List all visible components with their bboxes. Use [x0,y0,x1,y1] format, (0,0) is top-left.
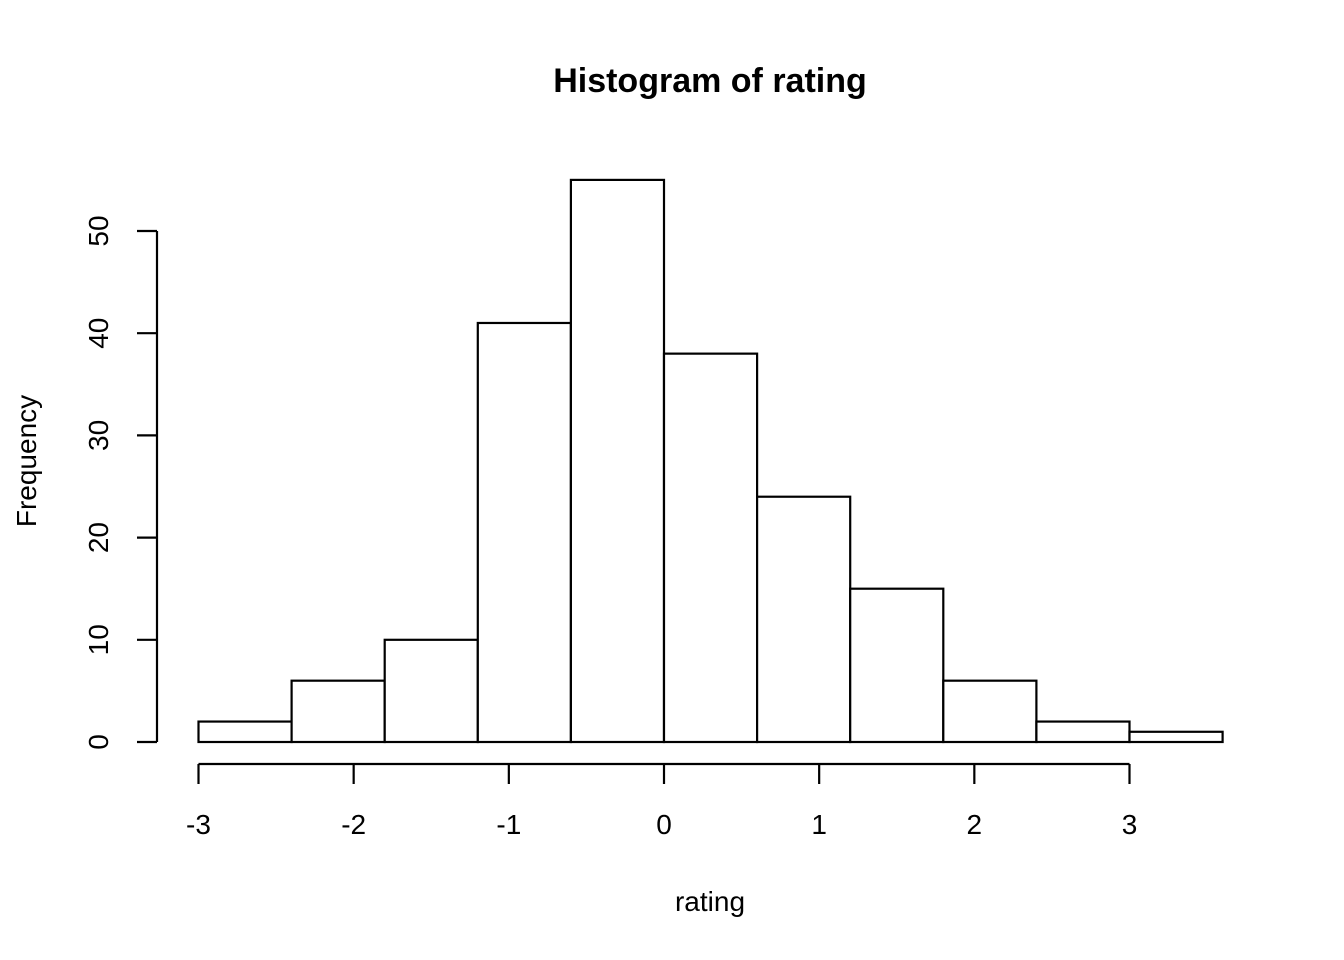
x-tick-label: 1 [811,809,827,840]
chart-title: Histogram of rating [553,62,867,100]
x-tick-label: 2 [967,809,983,840]
histogram-bar [1128,730,1224,744]
y-tick-label: 10 [83,624,114,655]
x-axis: -3 -2 -1 0 1 2 3 [186,762,1138,840]
histogram-bar [197,720,293,744]
x-tick-label: 0 [656,809,672,840]
y-tick-label: 50 [83,215,114,246]
x-tick-label: -2 [341,809,366,840]
y-axis-label: Frequency [11,395,42,527]
histogram-bar [290,679,386,744]
y-tick-label: 30 [83,420,114,451]
histogram-bar [755,495,852,744]
histogram-bar [383,638,479,744]
x-axis-label: rating [675,886,745,917]
x-tick-label: -3 [186,809,211,840]
histogram-bar [662,352,759,744]
x-tick-label: 3 [1122,809,1138,840]
histogram-bar [942,679,1038,744]
y-axis: 0 10 20 30 40 50 [83,215,159,750]
y-tick-label: 0 [83,734,114,750]
x-tick-label: -1 [496,809,521,840]
y-tick-label: 20 [83,522,114,553]
histogram-bar [849,587,945,744]
histogram-bar [1035,720,1131,744]
histogram-bar [476,321,572,744]
y-tick-label: 40 [83,318,114,349]
bars-group [197,178,1224,744]
histogram-bar [569,178,666,744]
